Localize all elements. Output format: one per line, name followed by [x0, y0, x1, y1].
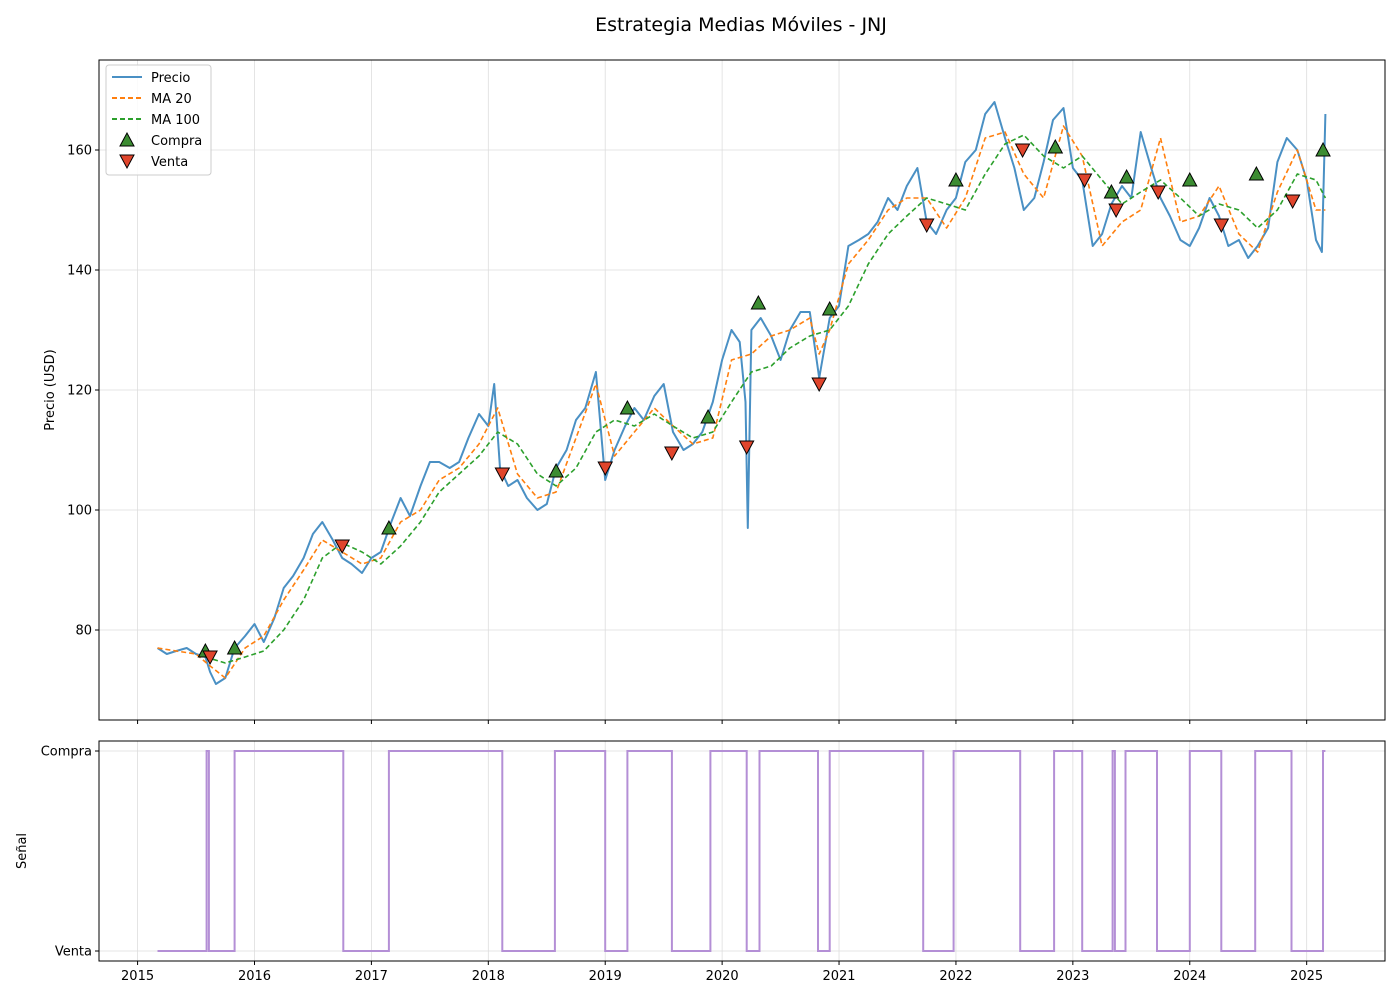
- price-x-ticks: [137, 720, 1308, 724]
- legend-item-precio: Precio: [112, 71, 190, 86]
- buy-marker: [548, 462, 564, 478]
- signal-plot-border: [98, 740, 1386, 962]
- signal-x-tick-label: 2025: [1290, 969, 1323, 984]
- buy-marker: [381, 519, 397, 535]
- signal-x-tick-label: 2018: [472, 969, 505, 984]
- signal-x-tick-label: 2021: [822, 969, 855, 984]
- buy-marker: [1103, 183, 1120, 199]
- signal-x-tick-label: 2024: [1173, 969, 1206, 984]
- buy-marker: [1181, 171, 1198, 187]
- buy-marker: [1047, 138, 1064, 154]
- signal-x-tick-label: 2023: [1056, 969, 1089, 984]
- buy-marker: [948, 171, 964, 187]
- legend-swatch-compra: [119, 131, 135, 147]
- sell-marker: [1014, 143, 1031, 159]
- sell-marker: [1150, 185, 1167, 201]
- sell-marker: [1108, 203, 1124, 219]
- signal-panel: Venta Compra 2015 2016 2017 2018 2019 2020 2021…: [15, 740, 1386, 984]
- sell-marker: [334, 539, 351, 555]
- legend-item-ma20: MA 20: [112, 92, 192, 107]
- signal-y-ticks: Venta Compra: [41, 745, 99, 960]
- signal-step-line: [157, 750, 1326, 952]
- price-y-tick-label: 100: [67, 504, 92, 519]
- price-series-group: [156, 101, 1327, 685]
- signal-y-tick-label: Venta: [55, 945, 92, 960]
- sell-marker: [202, 650, 218, 666]
- signal-x-tick-label: 2019: [589, 969, 622, 984]
- sell-marker: [738, 440, 755, 456]
- price-grid: [99, 60, 1385, 720]
- price-y-tick-label: 120: [67, 384, 92, 399]
- buy-marker: [1118, 168, 1135, 184]
- signal-x-tick-label: 2015: [121, 969, 154, 984]
- price-line: [156, 101, 1327, 685]
- price-y-ticks: 80 100 120 140 160: [67, 144, 99, 639]
- legend-label-ma100: MA 100: [151, 113, 200, 128]
- ma100-line: [205, 134, 1327, 664]
- signal-plot-frame: [99, 741, 1385, 961]
- buy-marker: [1315, 141, 1331, 157]
- sell-marker: [918, 218, 935, 234]
- signal-x-ticks: 2015 2016 2017 2018 2019 2020 2021 2022 2023 2024…: [121, 961, 1323, 984]
- legend-box: [105, 64, 212, 176]
- sell-marker: [1284, 194, 1301, 210]
- price-y-axis-label: Precio (USD): [43, 349, 58, 430]
- sell-marker: [597, 461, 614, 477]
- sell-marker: [811, 377, 827, 393]
- price-y-tick-label: 160: [67, 144, 92, 159]
- signal-y-tick-label: Compra: [41, 745, 92, 760]
- buy-marker: [226, 639, 243, 655]
- legend: Precio MA 20 MA 100 Compra Venta: [105, 64, 212, 176]
- price-y-tick-label: 80: [75, 624, 92, 639]
- price-panel: 80 100 120 140 160 Precio (USD) Precio MA 20…: [43, 59, 1386, 724]
- buy-marker: [821, 300, 838, 316]
- chart-title: Estrategia Medias Móviles - JNJ: [595, 14, 887, 36]
- legend-item-compra: Compra: [119, 131, 202, 149]
- signal-x-tick-label: 2020: [706, 969, 739, 984]
- sell-marker: [494, 467, 511, 483]
- signal-x-tick-label: 2022: [939, 969, 972, 984]
- legend-item-venta: Venta: [119, 154, 188, 170]
- price-y-tick-label: 140: [67, 264, 92, 279]
- signal-x-tick-label: 2016: [238, 969, 271, 984]
- signal-series-group: [157, 750, 1326, 952]
- buy-marker: [1248, 165, 1265, 181]
- legend-swatch-venta: [119, 154, 135, 170]
- signal-x-tick-label: 2017: [355, 969, 388, 984]
- signal-markers-group: [197, 138, 1331, 666]
- legend-label-precio: Precio: [151, 71, 190, 86]
- legend-label-venta: Venta: [151, 155, 188, 170]
- legend-label-ma20: MA 20: [151, 92, 192, 107]
- buy-marker: [700, 408, 716, 424]
- sell-marker: [664, 446, 680, 462]
- sell-marker: [1213, 218, 1230, 234]
- buy-marker: [619, 399, 636, 415]
- signal-y-axis-label: Señal: [15, 833, 30, 869]
- buy-marker: [750, 294, 767, 310]
- legend-item-ma100: MA 100: [112, 113, 200, 128]
- sell-marker: [1076, 173, 1093, 189]
- legend-label-compra: Compra: [151, 134, 202, 149]
